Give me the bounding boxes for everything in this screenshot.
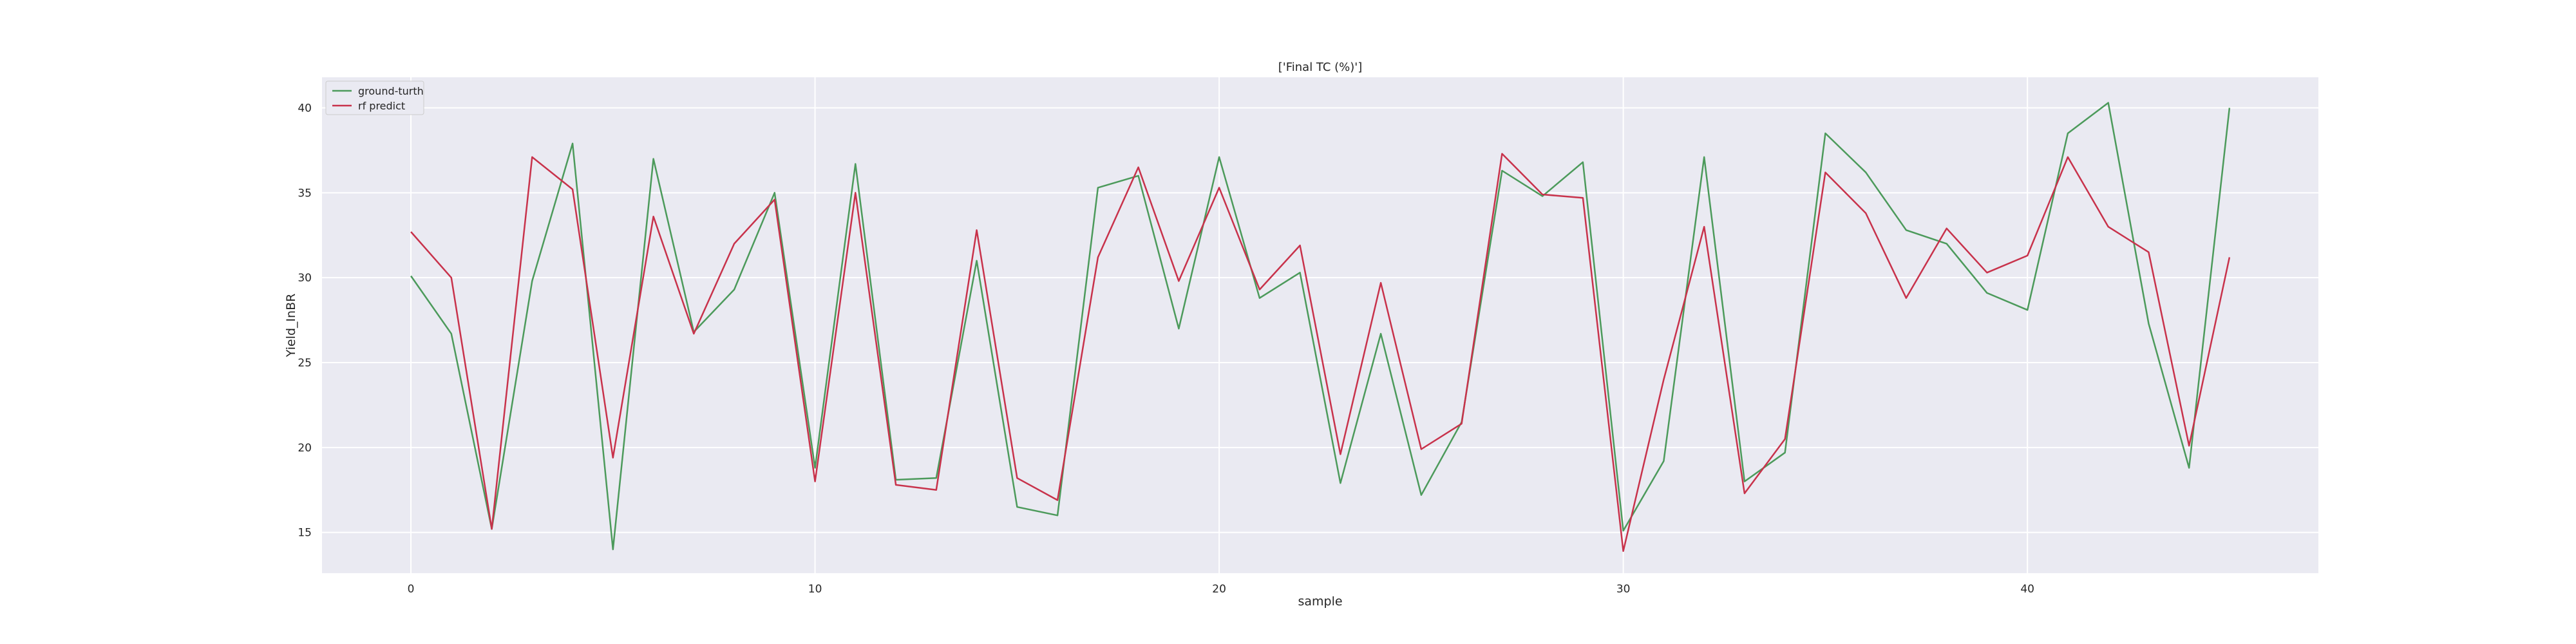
tick-labels: 0 10 20 30 40 15 20 25 30 35 40 <box>298 102 2034 596</box>
legend-label-ground-turth: ground-turth <box>358 85 424 97</box>
series-lines <box>410 102 2231 552</box>
x-tick-label: 40 <box>2020 583 2034 596</box>
y-tick-label: 15 <box>298 527 312 540</box>
series-line-rf-predict <box>410 153 2231 552</box>
y-axis-label: Yield_InBR <box>284 294 298 358</box>
x-axis-label: sample <box>1298 594 1342 609</box>
plot-area <box>322 77 2318 573</box>
grid-lines <box>322 77 2318 573</box>
chart-title: ['Final TC (%)'] <box>1278 61 1363 74</box>
legend: ground-turth rf predict <box>325 80 424 115</box>
x-tick-label: 20 <box>1212 583 1226 596</box>
y-tick-label: 30 <box>298 272 312 285</box>
x-tick-label: 30 <box>1616 583 1631 596</box>
y-tick-label: 40 <box>298 102 312 115</box>
series-line-ground-turth <box>410 102 2231 551</box>
y-tick-label: 35 <box>298 187 312 200</box>
y-tick-label: 20 <box>298 442 312 455</box>
x-tick-label: 0 <box>408 583 415 596</box>
legend-label-rf-predict: rf predict <box>358 100 405 112</box>
x-tick-label: 10 <box>808 583 822 596</box>
y-tick-label: 25 <box>298 357 312 370</box>
